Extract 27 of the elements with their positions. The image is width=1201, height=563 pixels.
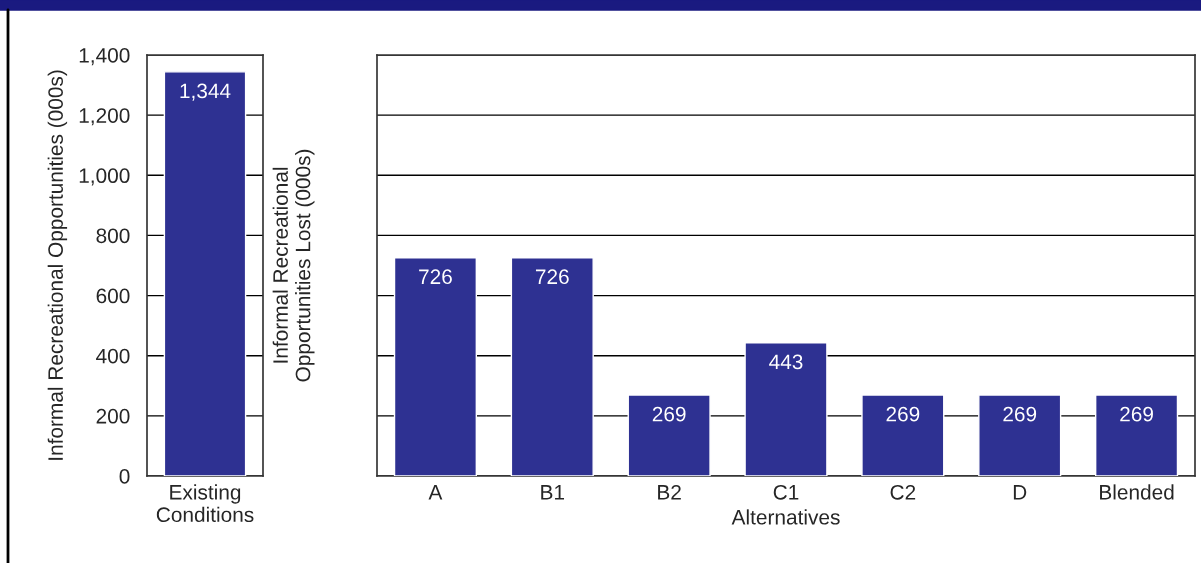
x-axis-title: Alternatives bbox=[731, 509, 840, 525]
y-tick-label: 400 bbox=[96, 348, 130, 364]
data-label: 443 bbox=[769, 354, 803, 370]
y-tick-label: 1,000 bbox=[79, 168, 130, 186]
data-label: 269 bbox=[652, 406, 686, 422]
y-tick-label: 800 bbox=[96, 228, 130, 244]
y-tick-label: 200 bbox=[96, 408, 130, 424]
x-tick-label: A bbox=[428, 485, 443, 500]
data-label: 269 bbox=[1120, 406, 1153, 422]
y-tick-label: 600 bbox=[96, 288, 130, 304]
x-tick-label: B2 bbox=[658, 484, 681, 500]
x-tick-label: Existing Conditions bbox=[156, 484, 254, 523]
x-tick-label: C2 bbox=[890, 484, 916, 500]
data-label: 269 bbox=[1003, 406, 1037, 422]
x-tick-label: Blended bbox=[1100, 484, 1174, 500]
data-label: 269 bbox=[886, 406, 920, 422]
y-axis-title: Informal Recreational Opportunities Lost (000s) bbox=[272, 149, 315, 382]
y-tick-label: 1,200 bbox=[79, 108, 130, 126]
data-label: 726 bbox=[419, 269, 452, 285]
x-tick-label: C1 bbox=[773, 484, 799, 500]
y-tick-label: 1,400 bbox=[79, 48, 130, 66]
data-label: 726 bbox=[535, 269, 569, 285]
x-tick-label: B1 bbox=[541, 485, 565, 500]
data-label: 1,344 bbox=[180, 83, 231, 101]
y-axis-title: Informal Recreational Opportunities (000s) bbox=[47, 70, 68, 460]
x-tick-label: D bbox=[1013, 485, 1027, 500]
y-tick-label: 0 bbox=[119, 469, 130, 484]
